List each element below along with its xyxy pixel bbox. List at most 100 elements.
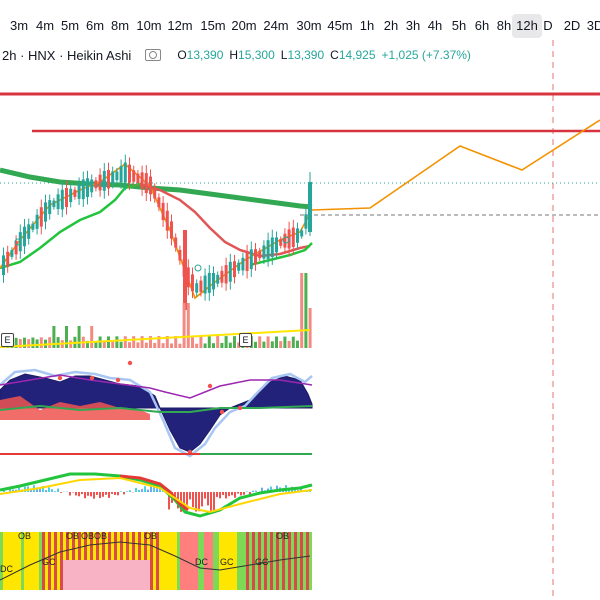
timeframe-24m[interactable]: 24m xyxy=(263,18,289,33)
overbought-column xyxy=(162,532,165,590)
volume-bar xyxy=(262,341,266,348)
timeframe-3m[interactable]: 3m xyxy=(9,18,29,33)
candle-body xyxy=(224,265,228,284)
histogram-bar xyxy=(168,492,170,510)
volume-bar xyxy=(123,336,127,348)
volume-bar xyxy=(27,339,31,348)
candle-body xyxy=(119,166,123,183)
overbought-column-lower xyxy=(132,560,135,590)
overbought-column xyxy=(171,532,174,590)
timeframe-10m[interactable]: 10m xyxy=(136,18,162,33)
timeframe-45m[interactable]: 45m xyxy=(327,18,353,33)
histogram-bar xyxy=(99,492,101,499)
candle-body xyxy=(144,173,148,194)
timeframe-d[interactable]: D xyxy=(543,18,553,33)
candle-body xyxy=(81,179,85,200)
overbought-column-lower xyxy=(129,560,132,590)
candle-body xyxy=(203,275,207,294)
timeframe-20m[interactable]: 20m xyxy=(231,18,257,33)
volume-bar xyxy=(304,273,308,348)
histogram-bar xyxy=(81,492,83,495)
signal-label: OB xyxy=(81,531,94,541)
overbought-column xyxy=(228,532,231,590)
timeframe-8h[interactable]: 8h xyxy=(496,18,512,33)
eye-icon[interactable] xyxy=(145,49,162,61)
oscillator-pane-2 xyxy=(0,472,313,518)
timeframe-2d[interactable]: 2D xyxy=(563,18,581,33)
candle-body xyxy=(262,245,266,259)
histogram-bar xyxy=(111,492,113,494)
volume-bar xyxy=(86,340,89,348)
overbought-column xyxy=(153,532,156,590)
timeframe-3h[interactable]: 3h xyxy=(405,18,421,33)
histogram-bar xyxy=(147,489,149,492)
timeframe-5h[interactable]: 5h xyxy=(451,18,467,33)
overbought-column xyxy=(27,532,30,590)
volume-bar xyxy=(279,341,283,348)
timeframe-8m[interactable]: 8m xyxy=(110,18,130,33)
histogram-bar xyxy=(222,492,224,495)
timeframe-6m[interactable]: 6m xyxy=(85,18,105,33)
earnings-marker[interactable]: E xyxy=(239,333,252,347)
overbought-column xyxy=(150,532,153,590)
histogram-bar xyxy=(153,486,155,492)
change-value: +1,025 (+7.37%) xyxy=(381,48,471,62)
overbought-column-lower xyxy=(84,560,87,590)
volume-bar xyxy=(186,303,190,348)
volume-bar xyxy=(153,342,157,348)
timeframe-3d[interactable]: 3D xyxy=(586,18,600,33)
overbought-column-lower xyxy=(87,560,90,590)
oscillator-dots xyxy=(57,360,243,455)
overbought-column-lower xyxy=(78,560,81,590)
histogram-bar xyxy=(249,492,251,495)
overbought-column xyxy=(279,532,282,590)
overbought-column xyxy=(306,532,309,590)
timeframe-4m[interactable]: 4m xyxy=(35,18,55,33)
candle-body xyxy=(195,283,199,293)
histogram-bar xyxy=(189,492,191,500)
volume-bar xyxy=(258,336,262,348)
overbought-column-lower xyxy=(111,560,114,590)
symbol-title[interactable]: 2h · HNX · Heikin Ashi xyxy=(2,47,132,63)
timeframe-12m[interactable]: 12m xyxy=(167,18,193,33)
histogram-bar xyxy=(75,492,77,496)
volume-bar xyxy=(178,343,182,348)
overbought-column xyxy=(12,532,15,590)
timeframe-30m[interactable]: 30m xyxy=(296,18,322,33)
timeframe-2h[interactable]: 2h xyxy=(383,18,399,33)
candle-body xyxy=(132,170,136,182)
overbought-column xyxy=(168,532,171,590)
volume-bar xyxy=(149,336,152,348)
overbought-column xyxy=(189,532,192,590)
candle-body xyxy=(69,188,73,203)
histogram-bar xyxy=(36,488,38,492)
overbought-column xyxy=(198,532,201,590)
histogram-bar xyxy=(129,490,131,492)
timeframe-5m[interactable]: 5m xyxy=(60,18,80,33)
candle-body xyxy=(128,164,131,183)
histogram-bar xyxy=(138,489,140,492)
overbought-column-lower xyxy=(72,560,75,590)
candle-body xyxy=(44,202,47,222)
overbought-pane xyxy=(0,532,312,590)
overbought-column xyxy=(3,532,6,590)
histogram-bar xyxy=(48,487,50,492)
histogram-bar xyxy=(57,488,59,492)
histogram-bar xyxy=(219,492,221,499)
low-label: L xyxy=(280,48,288,62)
timeframe-4h[interactable]: 4h xyxy=(427,18,443,33)
volume-bar xyxy=(77,326,81,348)
earnings-marker[interactable]: E xyxy=(1,333,14,347)
timeframe-15m[interactable]: 15m xyxy=(200,18,226,33)
volume-bar xyxy=(199,336,203,348)
timeframe-6h[interactable]: 6h xyxy=(474,18,490,33)
overbought-column xyxy=(21,532,24,590)
timeframe-1h[interactable]: 1h xyxy=(359,18,375,33)
volume-bar xyxy=(140,336,144,348)
histogram-bar xyxy=(213,492,215,512)
histogram-bar xyxy=(198,492,200,512)
overbought-column xyxy=(39,532,42,590)
timeframe-12h[interactable]: 12h xyxy=(512,14,542,38)
candle-body xyxy=(98,174,102,191)
